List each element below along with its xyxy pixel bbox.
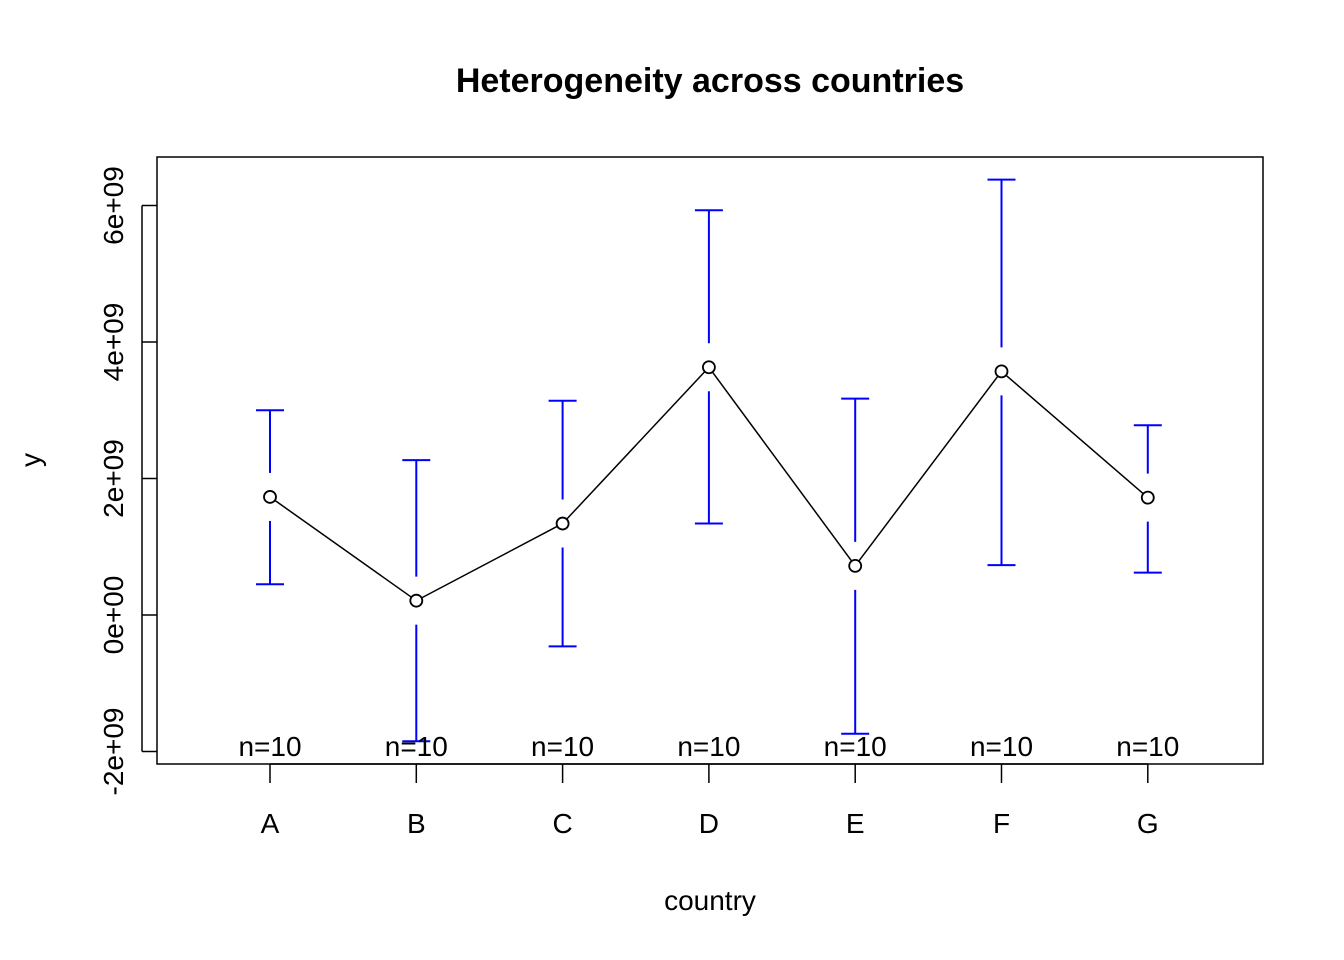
x-tick-label: E bbox=[846, 808, 865, 839]
series-segment bbox=[274, 499, 412, 598]
error-bar bbox=[256, 409, 284, 586]
y-tick-label: 4e+09 bbox=[98, 303, 129, 382]
x-tick-label: C bbox=[552, 808, 572, 839]
n-label: n=10 bbox=[1116, 731, 1179, 762]
series-segment bbox=[1005, 374, 1144, 495]
n-label: n=10 bbox=[970, 731, 1033, 762]
series-line bbox=[263, 360, 1155, 608]
data-point bbox=[702, 360, 716, 375]
series-segment bbox=[421, 525, 558, 599]
n-label: n=10 bbox=[677, 731, 740, 762]
chart-title: Heterogeneity across countries bbox=[456, 62, 964, 100]
x-tick-label: D bbox=[699, 808, 719, 839]
error-bar bbox=[402, 459, 431, 743]
n-label: n=10 bbox=[531, 731, 594, 762]
data-point bbox=[848, 558, 863, 573]
n-label: n=10 bbox=[238, 731, 301, 762]
error-bar bbox=[987, 178, 1016, 567]
y-tick-label: 0e+00 bbox=[98, 576, 129, 655]
y-axis-label: y bbox=[15, 453, 46, 467]
error-bar bbox=[694, 209, 723, 525]
plot-frame bbox=[156, 156, 1264, 765]
x-tick-label: G bbox=[1137, 808, 1159, 839]
x-tick-label: F bbox=[993, 808, 1010, 839]
data-point bbox=[409, 593, 424, 608]
error-bar bbox=[841, 397, 870, 735]
y-tick-label: 6e+09 bbox=[98, 166, 129, 245]
data-point bbox=[555, 516, 570, 531]
n-label: n=10 bbox=[824, 731, 887, 762]
x-axis: A B C D E F G bbox=[261, 763, 1159, 839]
data-point bbox=[1140, 490, 1155, 505]
data-point bbox=[994, 364, 1009, 379]
error-bar bbox=[1133, 424, 1162, 574]
series-segment bbox=[711, 371, 853, 562]
x-tick-label: A bbox=[261, 808, 280, 839]
x-axis-label: country bbox=[664, 885, 756, 916]
series-segment bbox=[858, 375, 999, 562]
error-bars bbox=[256, 178, 1162, 743]
series-segment bbox=[566, 371, 706, 520]
y-tick-label: -2e+09 bbox=[98, 708, 129, 796]
data-point bbox=[263, 490, 277, 504]
x-tick-label: B bbox=[407, 808, 426, 839]
n-labels: n=10 n=10 n=10 n=10 n=10 n=10 n=10 bbox=[238, 731, 1179, 762]
y-tick-label: 2e+09 bbox=[98, 439, 129, 518]
y-axis: -2e+09 0e+00 2e+09 4e+09 6e+09 bbox=[98, 166, 157, 795]
error-bar bbox=[548, 399, 577, 648]
n-label: n=10 bbox=[385, 731, 448, 762]
